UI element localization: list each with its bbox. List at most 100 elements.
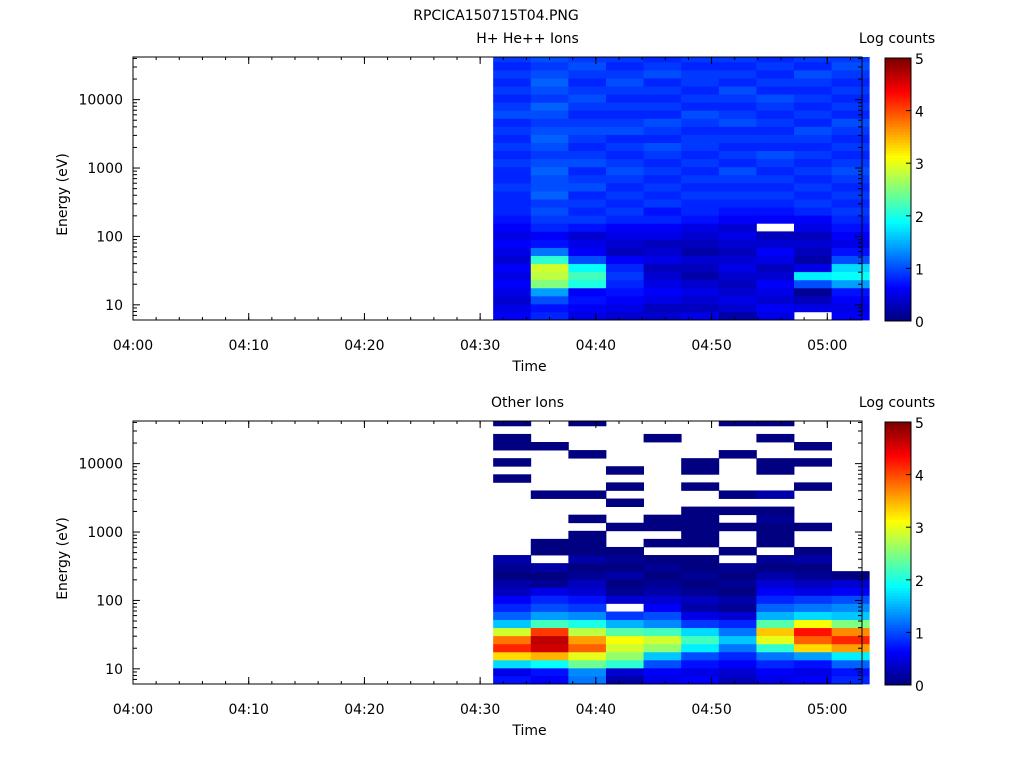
heatmap-cell [756,279,795,289]
heatmap-cell [493,279,532,289]
heatmap-cell [530,603,569,612]
heatmap-cell [831,255,870,265]
heatmap-cell [643,199,682,208]
heatmap-cell [643,643,682,653]
heatmap-cell [493,215,532,224]
heatmap-cell [718,255,757,265]
heatmap-cell [530,675,569,685]
heatmap-cell [681,207,720,216]
heatmap-cell [831,142,870,152]
heatmap-cell [718,191,757,200]
heatmap-cell [493,563,532,572]
colorbar-band [885,595,911,599]
heatmap-cell [568,603,607,612]
heatmap-cell [794,174,833,184]
heatmap-cell [643,279,682,289]
colorbar-band [885,84,911,88]
heatmap-cell [681,506,720,516]
heatmap-cell [530,571,569,580]
heatmap-cell [681,603,720,612]
colorbar-band [885,458,911,462]
heatmap-cell [643,287,682,297]
heatmap-cell [643,239,682,248]
colorbar-band [885,236,911,240]
colorbar-band [885,608,911,612]
heatmap-cell [493,94,532,103]
colorbar-band [885,632,911,636]
heatmap-cell [493,627,532,637]
x-tick-label: 04:20 [344,702,384,718]
x-tick-label: 04:10 [229,702,269,718]
heatmap-cell [530,579,569,588]
heatmap-cell [831,166,870,176]
heatmap-cell [568,279,607,289]
heatmap-cell [831,239,870,248]
heatmap-cell [493,571,532,580]
colorbar-band [885,537,911,541]
heatmap-cell [681,78,720,87]
heatmap-cell [681,635,720,645]
heatmap-cell [605,247,644,257]
heatmap-cell [794,595,833,604]
heatmap-cell [568,530,607,540]
colorbar-band [885,160,911,164]
heatmap-cell [718,126,757,135]
heatmap-cell [643,142,682,152]
heatmap-cell [756,659,795,669]
colorbar-band [885,437,911,441]
heatmap-cell [568,102,607,111]
heatmap-cell [568,110,607,119]
colorbar-band [885,310,911,314]
heatmap-cell [568,271,607,281]
colorbar-band [885,671,911,675]
heatmap-cell [568,94,607,103]
colorbar-band [885,281,911,285]
heatmap-cell [681,563,720,572]
heatmap-cell [681,255,720,265]
heatmap-cell [568,118,607,127]
colorbar-band [885,121,911,125]
heatmap-cell [718,166,757,176]
colorbar-band [885,73,911,77]
heatmap-cell [568,546,607,556]
colorbar-band [885,163,911,167]
heatmap-cell [530,303,569,313]
heatmap-cell [643,223,682,232]
x-tick-label: 05:00 [807,702,847,718]
heatmap-cell [794,587,833,596]
heatmap-cell [718,279,757,289]
heatmap-cell [568,490,607,499]
colorbar-band [885,81,911,85]
heatmap-cell [605,295,644,305]
y-tick-label: 100 [96,229,123,245]
heatmap-cell [643,247,682,257]
colorbar-band [885,307,911,311]
colorbar-band [885,471,911,476]
colorbar-band [885,619,911,623]
colorbar-band [885,490,911,494]
heatmap-cell [718,223,757,232]
heatmap-cell [756,635,795,645]
heatmap-cell [794,287,833,297]
heatmap-cell [831,231,870,240]
heatmap-cell [718,667,757,677]
heatmap-cell [568,57,607,63]
heatmap-cell [568,587,607,596]
colorbar-band [885,134,911,138]
heatmap-cell [831,295,870,305]
heatmap-cell [756,466,795,475]
heatmap-cell [681,94,720,103]
heatmap-cell [643,263,682,273]
heatmap-cell [568,255,607,265]
heatmap-cell [681,86,720,95]
heatmap-cell [493,675,532,685]
heatmap-cell [493,207,532,216]
heatmap-cell [831,579,870,588]
heatmap-cell [493,635,532,645]
colorbar-band [885,592,911,597]
heatmap-cell [568,86,607,95]
heatmap-cell [568,134,607,143]
heatmap-cell [605,587,644,596]
heatmap-cell [493,458,532,467]
heatmap-cell [568,619,607,629]
